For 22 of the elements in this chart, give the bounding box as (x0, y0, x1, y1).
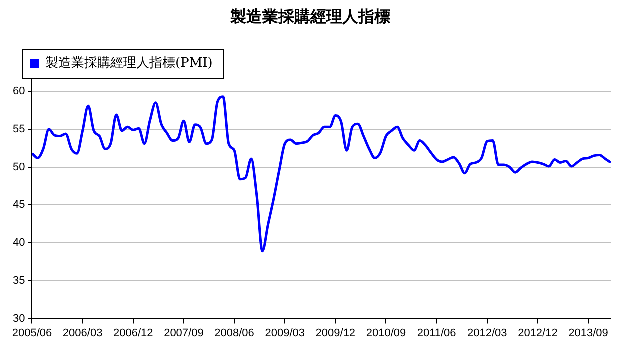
x-tick-label: 2012/03 (468, 327, 508, 340)
chart-title: 製造業採購經理人指標 (230, 6, 390, 26)
y-tick-label: 50 (12, 161, 26, 174)
x-tick-label: 2005/06 (12, 327, 52, 340)
x-tick-label: 2013/09 (568, 327, 608, 340)
legend-label: 製造業採購經理人指標(PMI) (46, 56, 213, 72)
x-tick-label: 2006/03 (62, 327, 103, 340)
y-tick-label: 35 (12, 274, 26, 287)
x-tick-label: 2009/03 (265, 327, 305, 340)
y-tick-label: 30 (12, 312, 26, 325)
y-tick-label: 40 (12, 237, 26, 250)
line-series (32, 96, 611, 253)
x-tick-label: 2008/06 (214, 327, 254, 340)
x-tick-label: 2011/06 (417, 327, 456, 340)
y-tick-label: 55 (12, 123, 26, 136)
x-tick-label: 2012/12 (518, 327, 558, 340)
y-tick-label: 45 (12, 199, 26, 212)
x-tick-label: 2006/12 (113, 327, 154, 340)
x-tick-label: 2010/09 (366, 327, 406, 340)
x-tick-label: 2007/09 (164, 327, 204, 340)
x-tick-label: 2009/12 (316, 327, 356, 340)
y-tick-label: 60 (12, 86, 26, 98)
